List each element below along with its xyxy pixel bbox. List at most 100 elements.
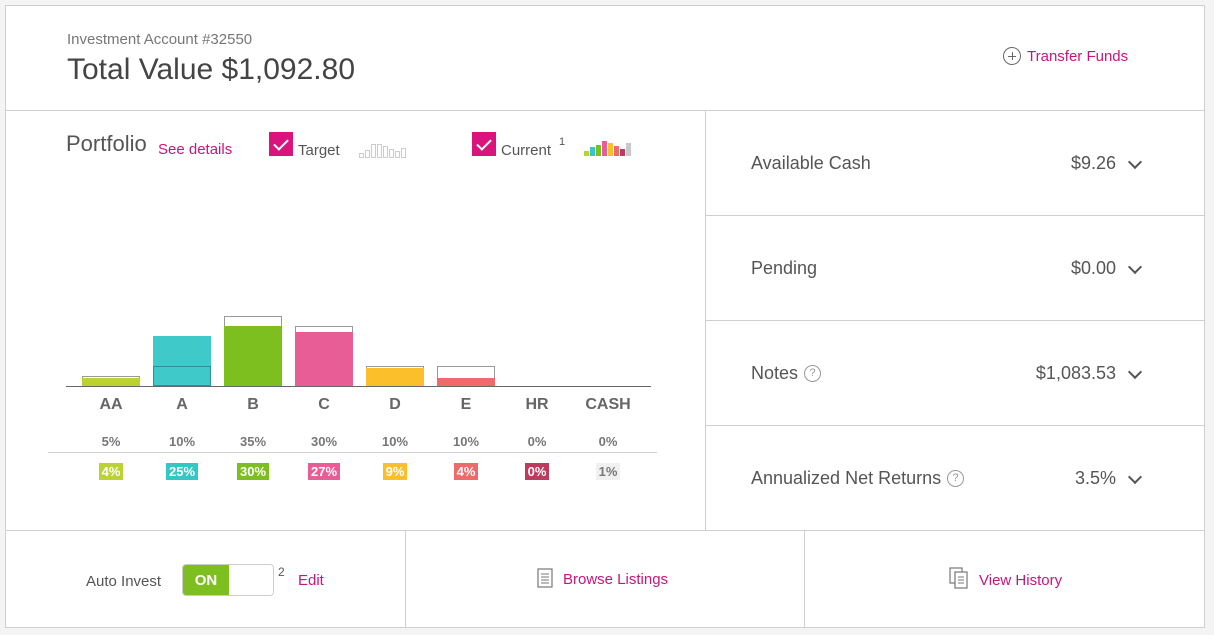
target-legend-icon: [359, 142, 406, 158]
current-legend-icon: [584, 140, 631, 156]
transfer-funds-label: Transfer Funds: [1027, 47, 1129, 65]
current-percent-e: 4%: [431, 463, 501, 481]
target-checkbox[interactable]: [269, 132, 293, 156]
view-history-label: View History: [979, 571, 1063, 589]
see-details-link[interactable]: See details: [158, 141, 233, 158]
available-cash-label: Available Cash: [751, 153, 871, 173]
chart-bar-a[interactable]: [153, 336, 211, 386]
notes-label: Notes: [751, 363, 799, 383]
target-percent-e: 10%: [452, 434, 480, 449]
category-label-b: B: [247, 396, 259, 413]
auto-invest-label: Auto Invest: [86, 573, 162, 590]
footnote-2: 2: [278, 565, 285, 579]
current-percent-hr: 0%: [502, 463, 572, 481]
target-percent-a: 10%: [168, 434, 196, 449]
category-label-hr: HR: [525, 396, 549, 413]
returns-label-wrap: Annualized Net Returns ?: [751, 468, 965, 489]
category-label-c: C: [318, 396, 330, 413]
current-label: Current: [501, 142, 552, 159]
auto-invest-cell: Auto Invest ON 2 Edit: [6, 531, 406, 628]
history-cell: View History: [805, 531, 1204, 628]
help-icon[interactable]: ?: [947, 470, 965, 487]
category-label-a: A: [176, 396, 188, 413]
current-bar-aa: [82, 378, 140, 386]
chevron-down-icon[interactable]: [1127, 154, 1143, 170]
account-card: Investment Account #32550 Total Value $1…: [5, 5, 1205, 628]
target-percent-cash: 0%: [598, 434, 618, 449]
target-percent-d: 10%: [381, 434, 409, 449]
toggle-on-label: ON: [183, 565, 229, 595]
portfolio-panel: Portfolio See details Target Current 1 A…: [6, 111, 706, 530]
total-value: Total Value $1,092.80: [67, 53, 356, 86]
target-percent-aa: 5%: [101, 434, 121, 449]
chevron-down-icon[interactable]: [1127, 364, 1143, 380]
account-footer: Auto Invest ON 2 Edit Browse Listings: [6, 530, 1204, 628]
auto-invest-toggle[interactable]: ON: [182, 564, 274, 596]
current-percent-c: 27%: [289, 463, 359, 481]
current-percent-badge: 4%: [453, 463, 479, 480]
edit-auto-invest-link[interactable]: Edit: [298, 572, 324, 589]
returns-label: Annualized Net Returns: [751, 468, 942, 488]
current-percent-d: 9%: [360, 463, 430, 481]
category-label-cash: CASH: [585, 396, 631, 413]
current-bar-c: [295, 332, 353, 386]
notes-row[interactable]: Notes ? $1,083.53: [706, 321, 1204, 426]
current-percent-badge: 1%: [595, 463, 621, 480]
help-icon[interactable]: ?: [804, 365, 822, 382]
current-checkbox[interactable]: [472, 132, 496, 156]
browse-listings-link[interactable]: Browse Listings: [537, 567, 668, 588]
chart-bar-aa[interactable]: [82, 376, 140, 386]
available-cash-value: $9.26: [1070, 153, 1116, 173]
current-bar-d: [366, 368, 424, 386]
view-history-link[interactable]: View History: [949, 567, 1062, 589]
chart-bar-e[interactable]: [437, 366, 495, 386]
current-percent-badge: 30%: [236, 463, 270, 480]
browse-cell: Browse Listings: [406, 531, 805, 628]
current-bar-a: [153, 336, 211, 386]
chart-bar-c[interactable]: [295, 326, 353, 386]
target-marker-a: [153, 366, 211, 386]
chart-axis: [66, 386, 651, 387]
current-bar-b: [224, 326, 282, 386]
target-percent-c: 30%: [310, 434, 338, 449]
pending-value: $0.00: [1070, 258, 1116, 278]
pending-label: Pending: [751, 258, 818, 278]
target-label: Target: [298, 142, 340, 159]
target-percent-b: 35%: [239, 434, 267, 449]
returns-value: 3.5%: [1074, 468, 1116, 488]
current-percent-badge: 27%: [307, 463, 341, 480]
current-percent-a: 25%: [147, 463, 217, 481]
portfolio-title: Portfolio: [66, 131, 147, 156]
transfer-funds-link[interactable]: Transfer Funds: [1003, 47, 1128, 65]
footnote-1: 1: [559, 136, 566, 148]
available-cash-row[interactable]: Available Cash $9.26: [706, 111, 1204, 216]
plus-circle-icon: [1003, 47, 1021, 65]
category-label-d: D: [389, 396, 401, 413]
current-percent-badge: 9%: [382, 463, 408, 480]
current-percent-badge: 25%: [165, 463, 199, 480]
current-percent-badge: 0%: [524, 463, 550, 480]
account-header: Investment Account #32550 Total Value $1…: [6, 6, 1204, 111]
current-percent-b: 30%: [218, 463, 288, 481]
target-percent-hr: 0%: [527, 434, 547, 449]
category-label-aa: AA: [99, 396, 123, 413]
current-percent-aa: 4%: [76, 463, 146, 481]
account-number: Investment Account #32550: [67, 31, 253, 48]
chart-bar-d[interactable]: [366, 366, 424, 386]
current-percent-cash: 1%: [573, 463, 643, 481]
chevron-down-icon[interactable]: [1127, 259, 1143, 275]
notes-value: $1,083.53: [1035, 363, 1116, 383]
current-percent-badge: 4%: [98, 463, 124, 480]
chart-bar-b[interactable]: [224, 316, 282, 386]
category-label-e: E: [460, 396, 472, 413]
returns-row[interactable]: Annualized Net Returns ? 3.5%: [706, 426, 1204, 531]
history-documents-icon: [949, 567, 968, 589]
current-bar-e: [437, 378, 495, 386]
browse-listings-label: Browse Listings: [563, 571, 669, 588]
summary-panel: Available Cash $9.26 Pending $0.00 Notes…: [706, 111, 1204, 530]
document-list-icon: [537, 567, 553, 588]
chart-divider: [48, 452, 657, 453]
chevron-down-icon[interactable]: [1127, 469, 1143, 485]
toggle-off-area: [229, 565, 273, 595]
pending-row[interactable]: Pending $0.00: [706, 216, 1204, 321]
